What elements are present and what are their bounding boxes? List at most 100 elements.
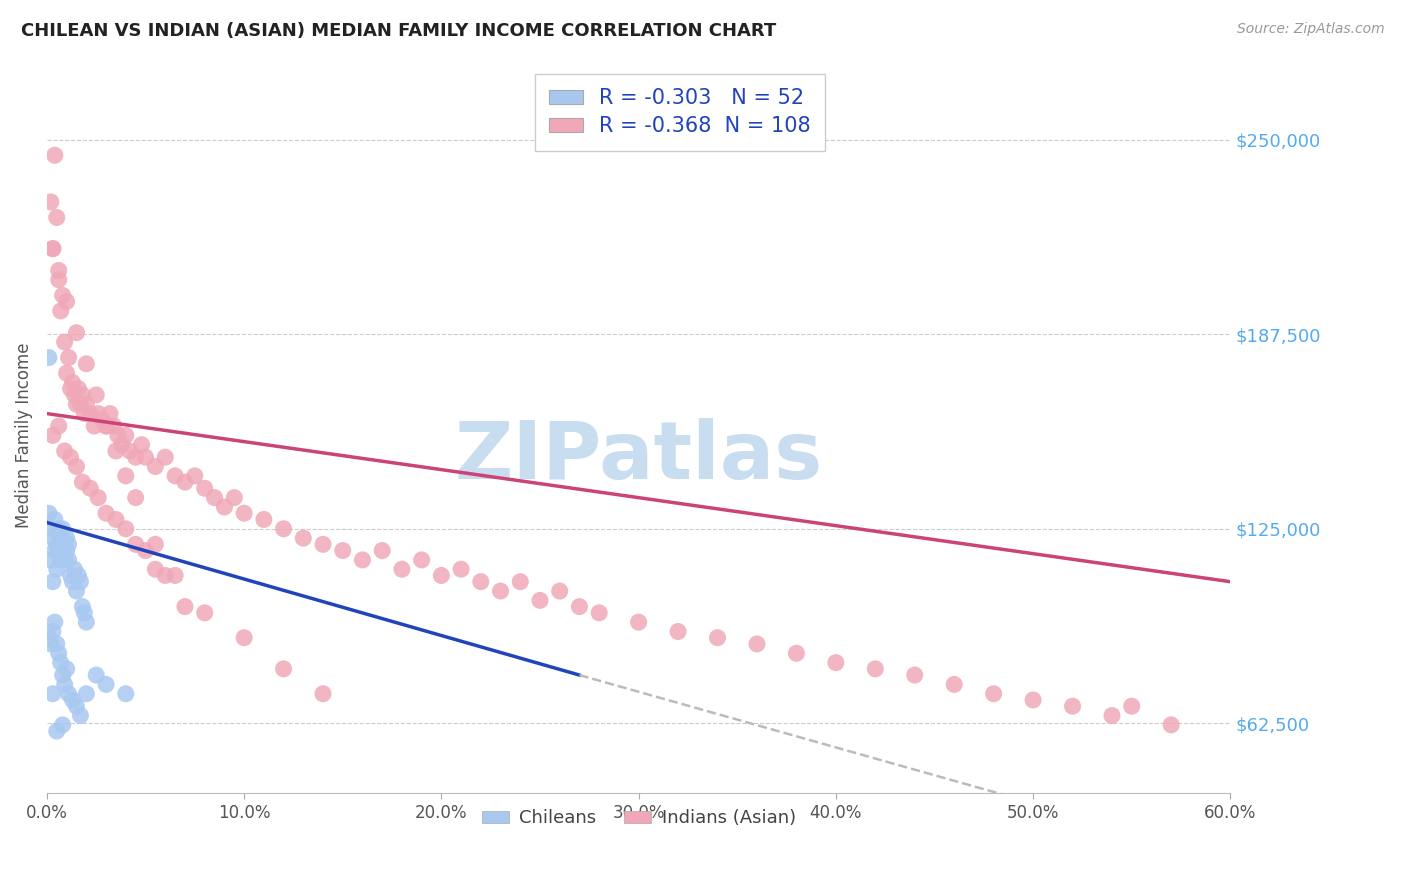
- Point: [72, 599, 94, 614]
- Point: [48, 646, 70, 660]
- Point: [39, 194, 62, 209]
- Point: [450, 562, 472, 576]
- Point: [53, 677, 76, 691]
- Point: [114, 468, 136, 483]
- Point: [568, 599, 591, 614]
- Point: [59, 450, 82, 465]
- Point: [588, 606, 610, 620]
- Point: [58, 687, 80, 701]
- Point: [67, 568, 90, 582]
- Point: [1022, 693, 1045, 707]
- Point: [184, 468, 207, 483]
- Point: [65, 459, 87, 474]
- Point: [84, 668, 107, 682]
- Point: [42, 531, 65, 545]
- Point: [45, 724, 67, 739]
- Point: [145, 537, 167, 551]
- Point: [45, 562, 67, 576]
- Point: [165, 468, 187, 483]
- Point: [75, 615, 97, 629]
- Point: [94, 506, 117, 520]
- Point: [63, 388, 86, 402]
- Point: [94, 419, 117, 434]
- Point: [94, 419, 117, 434]
- Point: [69, 574, 91, 589]
- Point: [53, 553, 76, 567]
- Point: [79, 407, 101, 421]
- Point: [39, 522, 62, 536]
- Point: [983, 687, 1005, 701]
- Point: [124, 537, 146, 551]
- Point: [55, 662, 77, 676]
- Point: [87, 491, 110, 505]
- Point: [79, 481, 101, 495]
- Text: Source: ZipAtlas.com: Source: ZipAtlas.com: [1237, 22, 1385, 37]
- Point: [73, 407, 96, 421]
- Point: [72, 388, 94, 402]
- Point: [45, 537, 67, 551]
- Point: [489, 584, 512, 599]
- Point: [48, 522, 70, 536]
- Point: [42, 242, 65, 256]
- Point: [48, 263, 70, 277]
- Point: [75, 687, 97, 701]
- Point: [49, 531, 72, 545]
- Point: [52, 288, 75, 302]
- Point: [124, 450, 146, 465]
- Point: [292, 531, 315, 545]
- Text: ZIPatlas: ZIPatlas: [454, 417, 823, 496]
- Point: [59, 568, 82, 582]
- Point: [224, 491, 246, 505]
- Point: [48, 273, 70, 287]
- Point: [194, 606, 217, 620]
- Point: [509, 574, 531, 589]
- Point: [312, 687, 335, 701]
- Point: [174, 599, 197, 614]
- Point: [84, 388, 107, 402]
- Point: [352, 553, 374, 567]
- Point: [204, 491, 226, 505]
- Point: [273, 522, 295, 536]
- Point: [107, 428, 129, 442]
- Point: [52, 522, 75, 536]
- Point: [83, 419, 105, 434]
- Point: [49, 304, 72, 318]
- Point: [145, 459, 167, 474]
- Point: [42, 242, 65, 256]
- Point: [73, 606, 96, 620]
- Point: [38, 506, 60, 520]
- Point: [55, 531, 77, 545]
- Point: [42, 687, 65, 701]
- Point: [38, 631, 60, 645]
- Point: [52, 668, 75, 682]
- Point: [49, 553, 72, 567]
- Point: [75, 357, 97, 371]
- Point: [371, 543, 394, 558]
- Point: [69, 708, 91, 723]
- Point: [52, 543, 75, 558]
- Point: [38, 351, 60, 365]
- Point: [98, 407, 121, 421]
- Point: [548, 584, 571, 599]
- Point: [63, 562, 86, 576]
- Point: [55, 543, 77, 558]
- Point: [904, 668, 927, 682]
- Point: [155, 450, 177, 465]
- Point: [214, 500, 236, 514]
- Point: [194, 481, 217, 495]
- Point: [943, 677, 966, 691]
- Point: [666, 624, 689, 639]
- Point: [131, 438, 153, 452]
- Y-axis label: Median Family Income: Median Family Income: [15, 343, 32, 528]
- Point: [42, 624, 65, 639]
- Point: [430, 568, 453, 582]
- Point: [62, 574, 84, 589]
- Point: [233, 506, 256, 520]
- Legend: Chileans, Indians (Asian): Chileans, Indians (Asian): [474, 802, 803, 834]
- Point: [53, 444, 76, 458]
- Point: [865, 662, 887, 676]
- Point: [312, 537, 335, 551]
- Point: [103, 419, 125, 434]
- Point: [104, 512, 127, 526]
- Point: [627, 615, 650, 629]
